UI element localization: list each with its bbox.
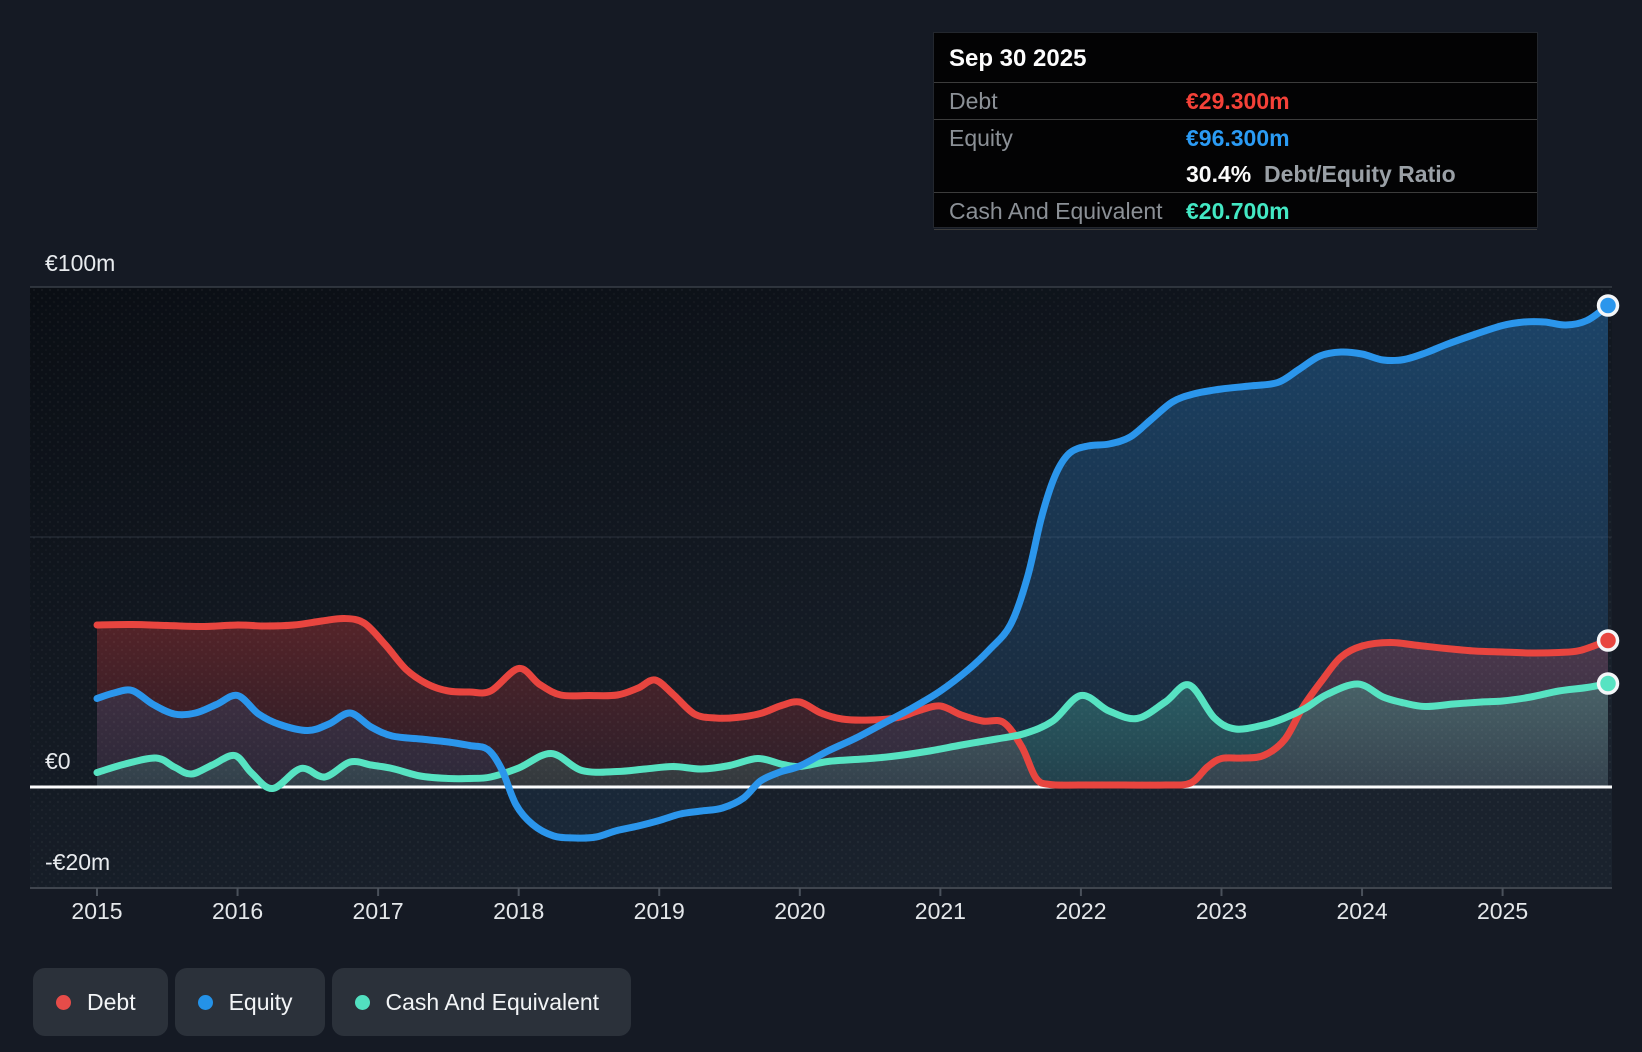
tooltip: Sep 30 2025 Debt €29.300m Equity €96.300… bbox=[933, 32, 1538, 228]
x-axis-label-2024: 2024 bbox=[1336, 898, 1387, 925]
tooltip-equity-label: Equity bbox=[949, 120, 1013, 156]
tooltip-cash-label: Cash And Equivalent bbox=[949, 193, 1163, 229]
tooltip-cash-value: €20.700m bbox=[1186, 193, 1290, 229]
x-axis-label-2017: 2017 bbox=[353, 898, 404, 925]
x-axis-label-2020: 2020 bbox=[774, 898, 825, 925]
tooltip-date: Sep 30 2025 bbox=[934, 33, 1537, 82]
tooltip-ratio-label: Debt/Equity Ratio bbox=[1258, 161, 1456, 187]
legend-item-cash[interactable]: Cash And Equivalent bbox=[332, 968, 632, 1036]
x-axis-label-2018: 2018 bbox=[493, 898, 544, 925]
x-axis-label-2025: 2025 bbox=[1477, 898, 1528, 925]
tooltip-equity-value: €96.300m bbox=[1186, 120, 1290, 156]
y-axis-label-0: €0 bbox=[45, 748, 71, 774]
legend-cash-label: Cash And Equivalent bbox=[386, 989, 600, 1016]
legend-item-equity[interactable]: Equity bbox=[175, 968, 325, 1036]
tooltip-row-debt: Debt €29.300m bbox=[934, 82, 1537, 119]
debt-equity-history-chart[interactable]: €100m €0 -€20m 2015201620172018201920202… bbox=[0, 0, 1642, 1052]
x-axis: 2015 2016 2017 2018 2019 2020 2021 2022 2023 2024… bbox=[0, 898, 1642, 928]
legend-item-debt[interactable]: Debt bbox=[33, 968, 168, 1036]
y-axis-label-neg20m: -€20m bbox=[45, 849, 110, 875]
tooltip-ratio-value: 30.4% Debt/Equity Ratio bbox=[1186, 156, 1456, 192]
equity-color-dot-icon bbox=[198, 995, 213, 1010]
cash-color-dot-icon bbox=[355, 995, 370, 1010]
x-axis-label-2023: 2023 bbox=[1196, 898, 1247, 925]
legend-debt-label: Debt bbox=[87, 989, 136, 1016]
tooltip-row-cash: Cash And Equivalent €20.700m bbox=[934, 192, 1537, 230]
legend: Debt Equity Cash And Equivalent bbox=[33, 968, 631, 1036]
tooltip-debt-label: Debt bbox=[949, 83, 998, 119]
y-axis-label-100m: €100m bbox=[45, 250, 115, 276]
x-axis-label-2021: 2021 bbox=[915, 898, 966, 925]
tooltip-row-ratio: 30.4% Debt/Equity Ratio bbox=[934, 156, 1537, 192]
debt-color-dot-icon bbox=[56, 995, 71, 1010]
x-axis-label-2019: 2019 bbox=[634, 898, 685, 925]
x-axis-label-2015: 2015 bbox=[71, 898, 122, 925]
x-axis-label-2022: 2022 bbox=[1055, 898, 1106, 925]
tooltip-debt-value: €29.300m bbox=[1186, 83, 1290, 119]
x-axis-label-2016: 2016 bbox=[212, 898, 263, 925]
legend-equity-label: Equity bbox=[229, 989, 293, 1016]
tooltip-row-equity: Equity €96.300m bbox=[934, 119, 1537, 156]
